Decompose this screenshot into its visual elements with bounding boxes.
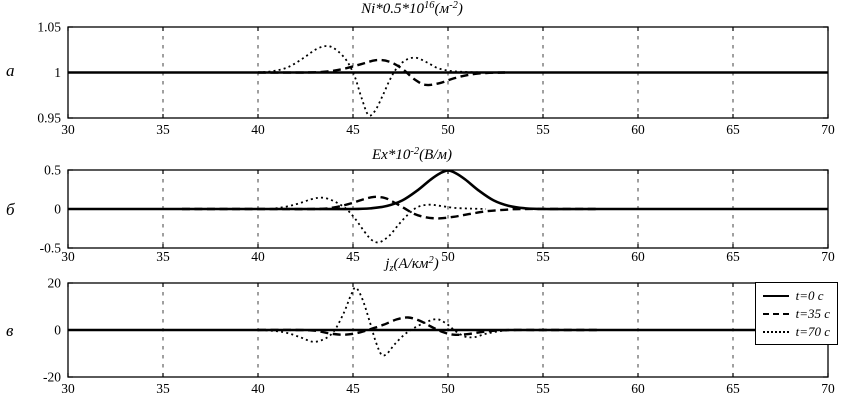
svg-text:35: 35: [156, 249, 170, 264]
panel-a-label: а: [6, 61, 15, 80]
panel-0-series: [68, 45, 828, 117]
panel-0-plot: 30 35 40 45 50 55 60 65 70 0.95 1 1.05: [37, 20, 835, 138]
legend-item-label: t=70 с: [795, 323, 830, 339]
title-segment: -2: [449, 0, 458, 11]
svg-text:45: 45: [346, 122, 360, 137]
title-segment: (В/м): [419, 147, 452, 163]
series-t=35 с: [257, 58, 506, 87]
series-t=35 с: [257, 316, 600, 337]
legend-item-label: t=0 с: [795, 287, 824, 303]
svg-text:30: 30: [61, 381, 75, 396]
svg-text:60: 60: [631, 249, 645, 264]
legend-item: t=0 с: [762, 287, 830, 303]
panel-2-plot: 30 35 40 45 50 55 60 65 70 -20 0 20: [43, 276, 835, 397]
svg-text:70: 70: [821, 381, 835, 396]
svg-text:-20: -20: [43, 370, 61, 385]
series-t=70 с: [257, 45, 487, 117]
panel-v-label: в: [6, 321, 14, 340]
title-segment: 2: [428, 255, 434, 266]
svg-text:65: 65: [726, 249, 740, 264]
title-segment: Ex*10: [372, 147, 411, 163]
svg-text:60: 60: [631, 122, 645, 137]
legend-line-solid-icon: [762, 294, 789, 297]
svg-text:40: 40: [251, 249, 265, 264]
svg-text:50: 50: [441, 122, 455, 137]
legend-item: t=70 с: [762, 323, 830, 339]
svg-text:65: 65: [726, 381, 740, 396]
legend: t=0 с t=35 с t=70 с: [754, 282, 838, 345]
svg-text:35: 35: [156, 381, 170, 396]
svg-text:55: 55: [536, 249, 550, 264]
svg-text:1.05: 1.05: [37, 20, 61, 35]
svg-text:-0.5: -0.5: [40, 241, 62, 256]
svg-text:50: 50: [441, 249, 455, 264]
panel-b-title: Ex*10-2(В/м): [0, 146, 824, 164]
title-segment: Ni*0.5*10: [361, 1, 425, 17]
svg-text:45: 45: [346, 249, 360, 264]
title-segment: z: [389, 263, 394, 274]
panel-v-title: jz(А/км2): [0, 255, 824, 274]
panel-1-plot: 30 35 40 45 50 55 60 65 70 -0.5 0 0.5: [40, 163, 835, 265]
svg-text:0.5: 0.5: [44, 163, 61, 178]
title-segment: ): [457, 1, 463, 17]
title-segment: j: [385, 256, 390, 272]
svg-text:55: 55: [536, 381, 550, 396]
svg-text:20: 20: [48, 276, 62, 291]
series-t=70 с: [68, 286, 600, 357]
svg-text:60: 60: [631, 381, 645, 396]
legend-line-dotted-icon: [762, 330, 789, 333]
series-t=70 с: [181, 196, 487, 244]
panel-a-title: Ni*0.5*1016(м-2): [0, 0, 824, 18]
svg-text:65: 65: [726, 122, 740, 137]
svg-text:1: 1: [54, 65, 61, 80]
svg-text:50: 50: [441, 381, 455, 396]
svg-text:30: 30: [61, 249, 75, 264]
svg-text:70: 70: [821, 122, 835, 137]
svg-text:55: 55: [536, 122, 550, 137]
svg-text:35: 35: [156, 122, 170, 137]
svg-text:70: 70: [821, 249, 835, 264]
panel-2-series: [68, 286, 828, 357]
title-segment: ): [433, 256, 439, 272]
svg-text:0: 0: [54, 202, 61, 217]
svg-text:40: 40: [251, 122, 265, 137]
title-segment: 16: [424, 0, 435, 11]
legend-line-dashed-icon: [762, 312, 789, 315]
svg-text:30: 30: [61, 122, 75, 137]
svg-text:40: 40: [251, 381, 265, 396]
svg-text:0.95: 0.95: [37, 111, 61, 126]
title-segment: (м: [434, 1, 450, 17]
svg-text:45: 45: [346, 381, 360, 396]
title-segment: (А/км: [393, 256, 429, 272]
legend-item: t=35 с: [762, 305, 830, 321]
panel-b-label: б: [6, 200, 15, 219]
series-t=35 с: [182, 195, 601, 220]
title-segment: -2: [410, 146, 420, 157]
legend-item-label: t=35 с: [795, 305, 830, 321]
svg-text:0: 0: [54, 323, 61, 338]
